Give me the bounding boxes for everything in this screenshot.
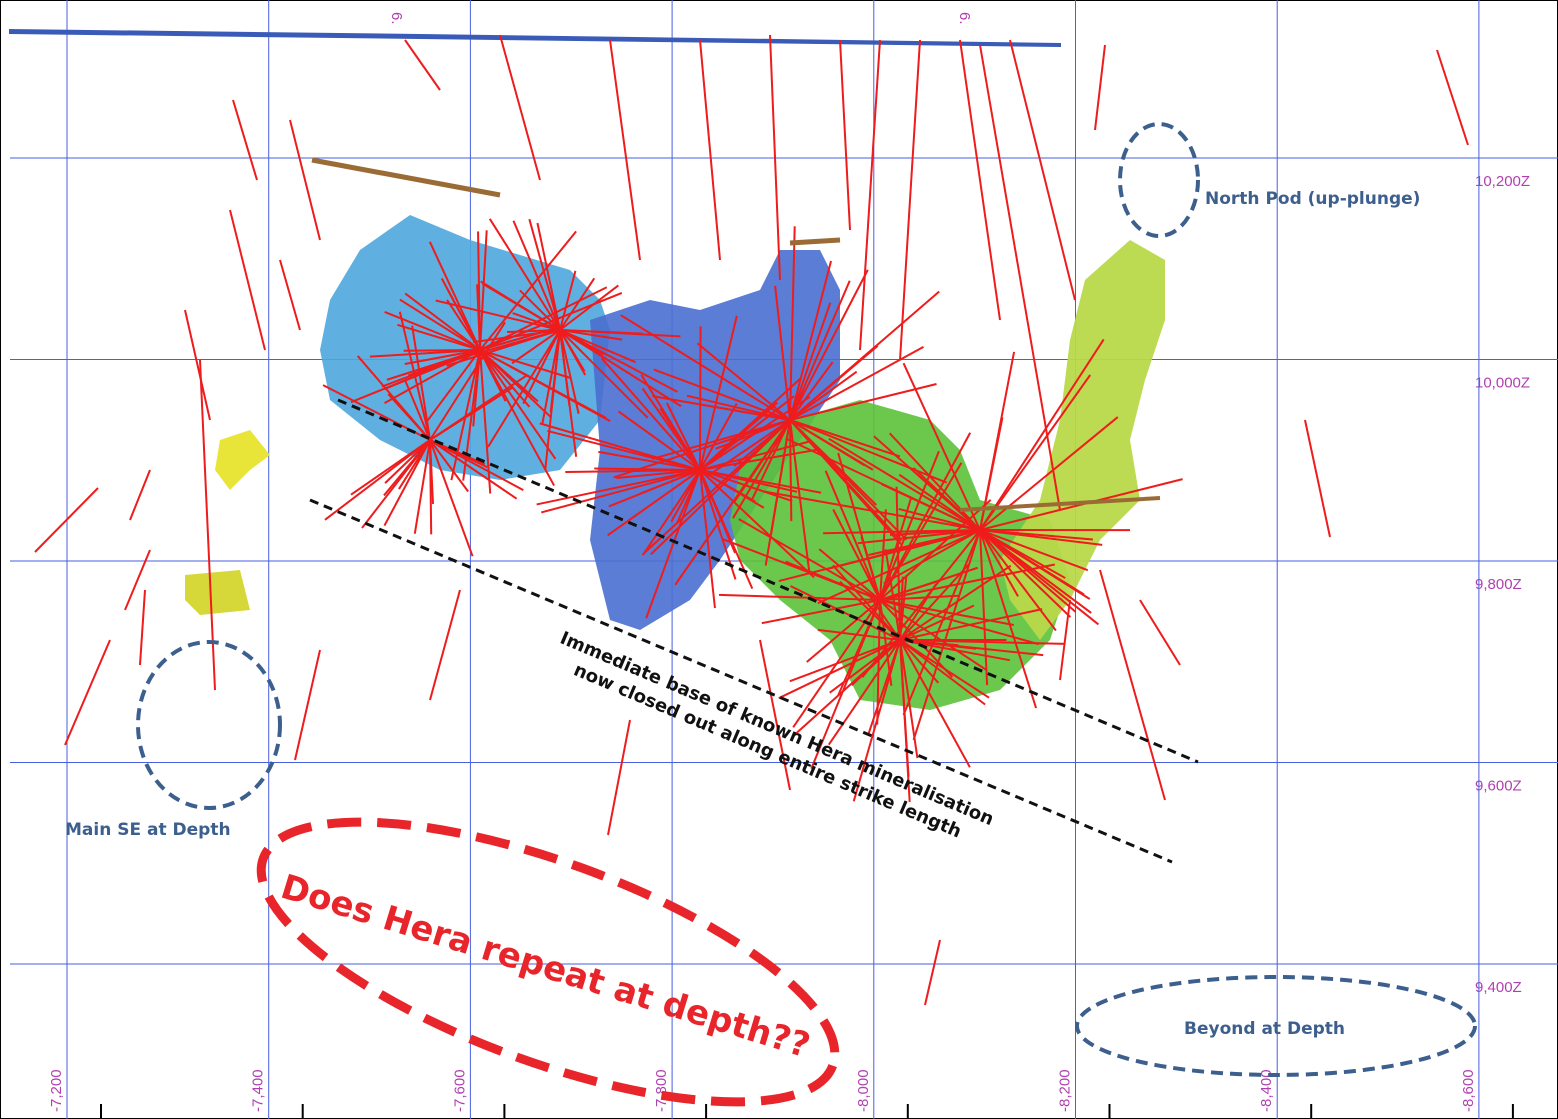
drift [790, 240, 840, 243]
note: North Pod (up-plunge) [1205, 189, 1420, 209]
drill-hole [430, 440, 431, 534]
x-label: -7,200 [48, 1069, 65, 1112]
x-label: -8,600 [1460, 1069, 1477, 1112]
x-label: -7,600 [451, 1069, 468, 1112]
lens-yellow [185, 570, 250, 615]
x-label: -8,000 [855, 1069, 872, 1112]
z-label: 9,800Z [1475, 576, 1522, 593]
note: Beyond at Depth [1184, 1019, 1345, 1039]
z-label: 9,600Z [1475, 778, 1522, 795]
z-label: 10,000Z [1475, 375, 1530, 392]
x-label: -8,200 [1057, 1069, 1074, 1112]
note: Main SE at Depth [65, 820, 231, 840]
drill-hole [790, 420, 791, 521]
long-section: 10,200Z 10,000Z 9,800Z 9,600Z 9,400Z -7,200 -7… [0, 0, 1558, 1119]
x-label: -7,800 [653, 1069, 670, 1112]
x-label: -7,400 [250, 1069, 267, 1112]
top-label: 6. [388, 12, 405, 25]
z-label: 9,400Z [1475, 979, 1522, 996]
top-label: 6. [956, 12, 973, 25]
z-label: 10,200Z [1475, 173, 1530, 190]
